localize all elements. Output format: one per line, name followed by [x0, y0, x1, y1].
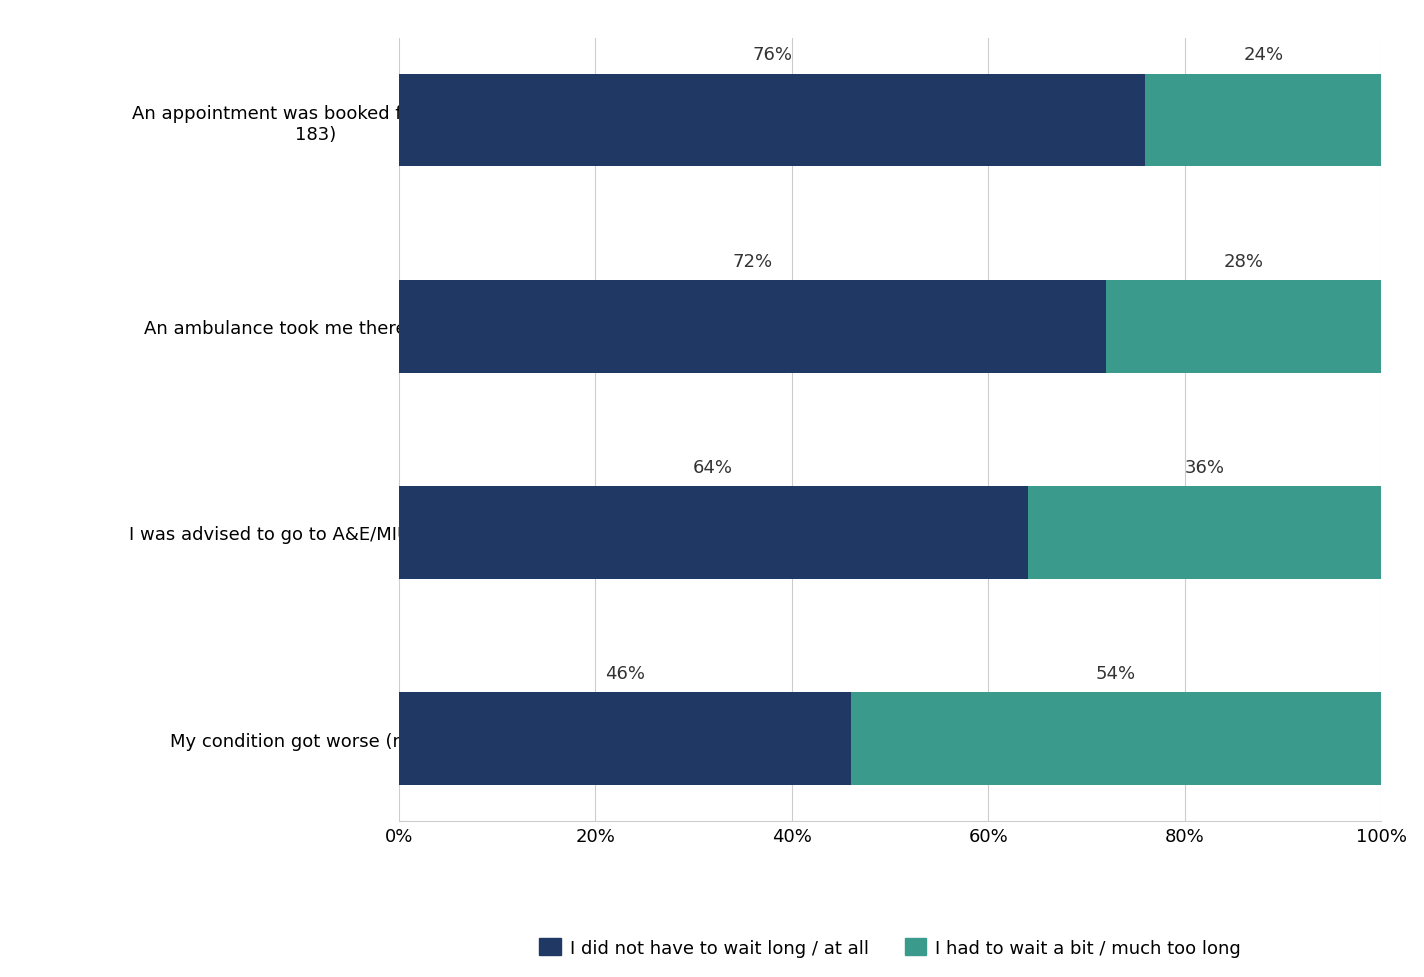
- Bar: [399, 693, 850, 786]
- Text: 76%: 76%: [752, 46, 792, 64]
- Text: 28%: 28%: [1223, 252, 1263, 271]
- Text: 36%: 36%: [1185, 458, 1225, 476]
- Text: 24%: 24%: [1243, 46, 1283, 64]
- Bar: [1145, 74, 1381, 167]
- Bar: [399, 74, 1145, 167]
- Bar: [850, 693, 1381, 786]
- Bar: [1028, 487, 1381, 579]
- Bar: [1106, 280, 1381, 373]
- Text: 46%: 46%: [605, 664, 645, 682]
- Bar: [399, 487, 1028, 579]
- Bar: [399, 280, 1106, 373]
- Text: 72%: 72%: [732, 252, 772, 271]
- Text: 64%: 64%: [693, 458, 733, 476]
- Text: 54%: 54%: [1096, 664, 1136, 682]
- Legend: I did not have to wait long / at all, I had to wait a bit / much too long: I did not have to wait long / at all, I …: [531, 931, 1249, 964]
